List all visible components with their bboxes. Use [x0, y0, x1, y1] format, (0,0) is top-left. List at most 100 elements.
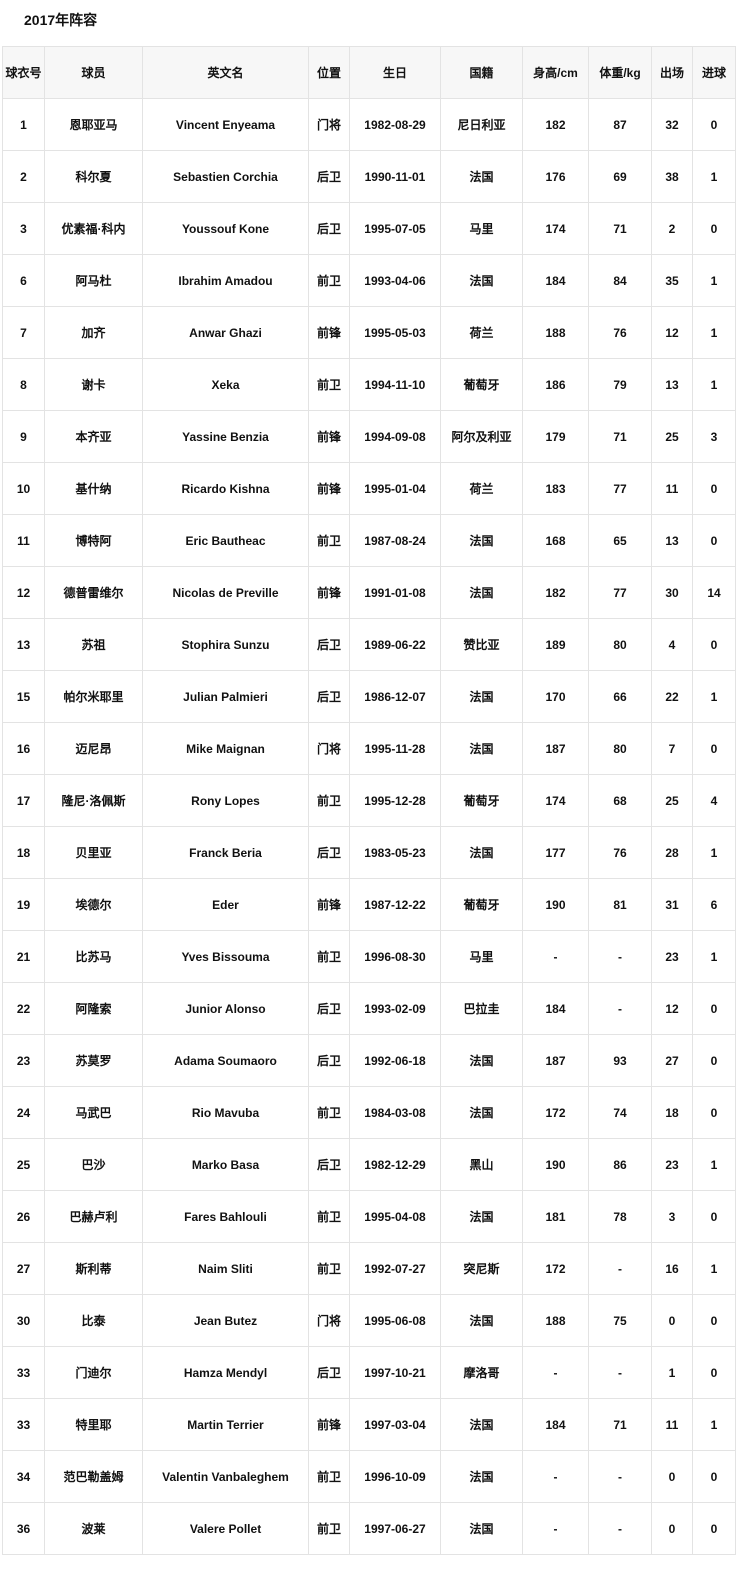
cell-height: 168: [522, 514, 589, 567]
cell-weight: 69: [588, 150, 652, 203]
header-goals: 进球: [692, 46, 736, 99]
cell-birthdate: 1995-06-08: [349, 1294, 441, 1347]
cell-english-name: Eder: [142, 878, 309, 931]
header-weight: 体重/kg: [588, 46, 652, 99]
cell-weight: 77: [588, 566, 652, 619]
cell-english-name: Eric Bautheac: [142, 514, 309, 567]
cell-jersey-number: 9: [2, 410, 45, 463]
cell-birthdate: 1995-05-03: [349, 306, 441, 359]
cell-english-name: Naim Sliti: [142, 1242, 309, 1295]
cell-birthdate: 1984-03-08: [349, 1086, 441, 1139]
cell-goals: 1: [692, 670, 736, 723]
cell-weight: 86: [588, 1138, 652, 1191]
table-row: 19 埃德尔 Eder 前锋 1987-12-22 葡萄牙 190 81 31 6: [2, 878, 736, 931]
cell-height: 190: [522, 1138, 589, 1191]
cell-appearances: 25: [651, 410, 693, 463]
cell-jersey-number: 2: [2, 150, 45, 203]
header-appearances: 出场: [651, 46, 693, 99]
cell-player-name: 恩耶亚马: [44, 98, 143, 151]
table-row: 23 苏莫罗 Adama Soumaoro 后卫 1992-06-18 法国 187 93 27…: [2, 1034, 736, 1087]
cell-birthdate: 1982-12-29: [349, 1138, 441, 1191]
cell-player-name: 德普雷维尔: [44, 566, 143, 619]
cell-weight: 75: [588, 1294, 652, 1347]
cell-nationality: 荷兰: [440, 306, 523, 359]
cell-appearances: 1: [651, 1346, 693, 1399]
cell-jersey-number: 8: [2, 358, 45, 411]
cell-english-name: Valentin Vanbaleghem: [142, 1450, 309, 1503]
cell-appearances: 18: [651, 1086, 693, 1139]
table-row: 17 隆尼·洛佩斯 Rony Lopes 前卫 1995-12-28 葡萄牙 174 68 25…: [2, 774, 736, 827]
cell-player-name: 阿马杜: [44, 254, 143, 307]
cell-position: 后卫: [308, 982, 350, 1035]
cell-birthdate: 1997-03-04: [349, 1398, 441, 1451]
cell-player-name: 博特阿: [44, 514, 143, 567]
cell-jersey-number: 18: [2, 826, 45, 879]
cell-weight: 77: [588, 462, 652, 515]
cell-jersey-number: 22: [2, 982, 45, 1035]
cell-birthdate: 1989-06-22: [349, 618, 441, 671]
cell-weight: -: [588, 1346, 652, 1399]
header-english-name: 英文名: [142, 46, 309, 99]
cell-goals: 0: [692, 202, 736, 255]
table-row: 11 博特阿 Eric Bautheac 前卫 1987-08-24 法国 168 65 13 0: [2, 514, 736, 567]
cell-position: 前锋: [308, 306, 350, 359]
cell-player-name: 迈尼昂: [44, 722, 143, 775]
cell-goals: 14: [692, 566, 736, 619]
cell-weight: -: [588, 930, 652, 983]
cell-birthdate: 1983-05-23: [349, 826, 441, 879]
cell-player-name: 帕尔米耶里: [44, 670, 143, 723]
cell-birthdate: 1995-04-08: [349, 1190, 441, 1243]
cell-appearances: 12: [651, 306, 693, 359]
cell-english-name: Junior Alonso: [142, 982, 309, 1035]
table-row: 1 恩耶亚马 Vincent Enyeama 门将 1982-08-29 尼日利亚 182 8…: [2, 98, 736, 151]
cell-nationality: 荷兰: [440, 462, 523, 515]
cell-birthdate: 1994-11-10: [349, 358, 441, 411]
cell-nationality: 法国: [440, 514, 523, 567]
cell-position: 后卫: [308, 1138, 350, 1191]
cell-appearances: 22: [651, 670, 693, 723]
cell-appearances: 13: [651, 514, 693, 567]
cell-weight: 84: [588, 254, 652, 307]
table-row: 7 加齐 Anwar Ghazi 前锋 1995-05-03 荷兰 188 76 12 1: [2, 306, 736, 359]
cell-weight: 66: [588, 670, 652, 723]
cell-goals: 1: [692, 358, 736, 411]
cell-nationality: 法国: [440, 566, 523, 619]
cell-goals: 1: [692, 1242, 736, 1295]
cell-goals: 1: [692, 1138, 736, 1191]
table-row: 33 门迪尔 Hamza Mendyl 后卫 1997-10-21 摩洛哥 - -1 0: [2, 1346, 736, 1399]
table-row: 21 比苏马 Yves Bissouma 前卫 1996-08-30 马里 - -23 1: [2, 930, 736, 983]
cell-goals: 0: [692, 462, 736, 515]
cell-english-name: Ricardo Kishna: [142, 462, 309, 515]
cell-player-name: 比泰: [44, 1294, 143, 1347]
cell-height: 184: [522, 1398, 589, 1451]
cell-position: 前锋: [308, 410, 350, 463]
cell-weight: 76: [588, 306, 652, 359]
cell-height: 179: [522, 410, 589, 463]
cell-appearances: 38: [651, 150, 693, 203]
cell-nationality: 马里: [440, 202, 523, 255]
table-header-row: 球衣号 球员 英文名 位置 生日 国籍 身高/cm 体重/kg 出场 进球: [2, 46, 736, 99]
cell-nationality: 法国: [440, 1398, 523, 1451]
cell-birthdate: 1992-06-18: [349, 1034, 441, 1087]
cell-appearances: 4: [651, 618, 693, 671]
table-row: 30 比泰 Jean Butez 门将 1995-06-08 法国 188 75 0 0: [2, 1294, 736, 1347]
cell-position: 前卫: [308, 1450, 350, 1503]
cell-jersey-number: 16: [2, 722, 45, 775]
table-row: 27 斯利蒂 Naim Sliti 前卫 1992-07-27 突尼斯 172-16 1: [2, 1242, 736, 1295]
cell-birthdate: 1993-04-06: [349, 254, 441, 307]
cell-height: 177: [522, 826, 589, 879]
cell-player-name: 加齐: [44, 306, 143, 359]
cell-appearances: 0: [651, 1502, 693, 1555]
cell-goals: 1: [692, 826, 736, 879]
cell-goals: 0: [692, 514, 736, 567]
cell-appearances: 13: [651, 358, 693, 411]
cell-appearances: 25: [651, 774, 693, 827]
cell-player-name: 谢卡: [44, 358, 143, 411]
cell-position: 前锋: [308, 1398, 350, 1451]
cell-height: 174: [522, 774, 589, 827]
cell-goals: 0: [692, 1086, 736, 1139]
cell-weight: 76: [588, 826, 652, 879]
cell-goals: 0: [692, 1190, 736, 1243]
cell-jersey-number: 6: [2, 254, 45, 307]
cell-position: 后卫: [308, 150, 350, 203]
